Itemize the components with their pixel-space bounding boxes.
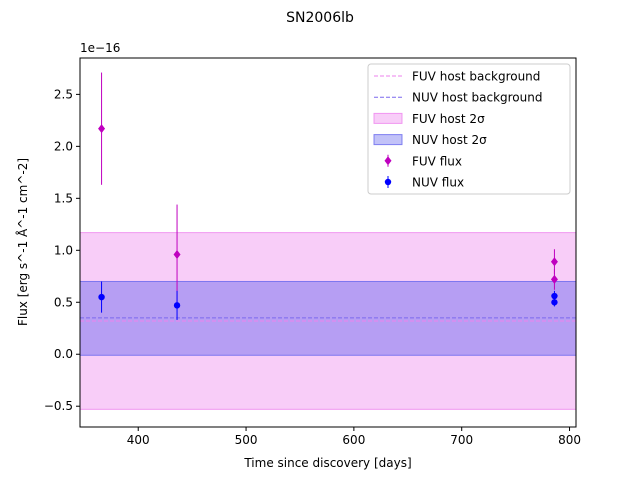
nuv-point-3 [551, 299, 558, 306]
nuv-point-2 [551, 292, 558, 300]
legend-label: NUV host 2σ [412, 133, 487, 147]
x-tick-label: 500 [235, 433, 258, 447]
x-tick-label: 400 [127, 433, 150, 447]
y-axis-label: Flux [erg s^-1 Å^-1 cm^-2] [15, 158, 30, 326]
y-tick-label: 2.0 [54, 139, 73, 153]
y-tick-label: 1.5 [54, 191, 73, 205]
y-tick-label: 0.5 [54, 295, 73, 309]
y-axis: −0.5 0.0 0.5 1.0 1.5 2.0 2.5 [44, 87, 80, 413]
y-tick-label: 2.5 [54, 87, 73, 101]
plot-area [79, 72, 577, 410]
legend-box [367, 63, 571, 195]
x-tick-label: 600 [342, 433, 365, 447]
plot-frame [79, 57, 577, 428]
legend-label: FUV host background [412, 70, 540, 84]
legend-label: NUV flux [412, 176, 464, 190]
legend-handle-diamond [384, 156, 392, 166]
nuv-point-1 [173, 302, 181, 309]
x-tick-label: 700 [450, 433, 473, 447]
fuv-point-1 [173, 249, 181, 259]
x-axis-label: Time since discovery [days] [243, 456, 411, 470]
legend-label: FUV host 2σ [412, 112, 485, 126]
legend: FUV host background NUV host background FU… [367, 63, 571, 195]
band-nuv-host-2sigma [79, 280, 577, 356]
nuv-point-0 [98, 293, 105, 301]
legend-handle-patch [373, 134, 403, 146]
y-offset-label: 1e−16 [80, 41, 120, 55]
y-tick-label: 0.0 [54, 347, 73, 361]
legend-handle-circle [384, 178, 392, 186]
chart-title: SN2006lb [286, 10, 354, 26]
legend-handle-patch [373, 112, 403, 124]
fuv-point-0 [98, 124, 106, 134]
y-tick-label: −0.5 [44, 399, 73, 413]
y-tick-label: 1.0 [54, 243, 73, 257]
fuv-point-3 [550, 274, 558, 284]
legend-label: FUV flux [412, 154, 462, 168]
legend-label: NUV host background [412, 91, 542, 105]
x-tick-label: 800 [558, 433, 581, 447]
x-axis: 400 500 600 700 800 [127, 427, 581, 447]
fuv-point-2 [550, 257, 558, 267]
